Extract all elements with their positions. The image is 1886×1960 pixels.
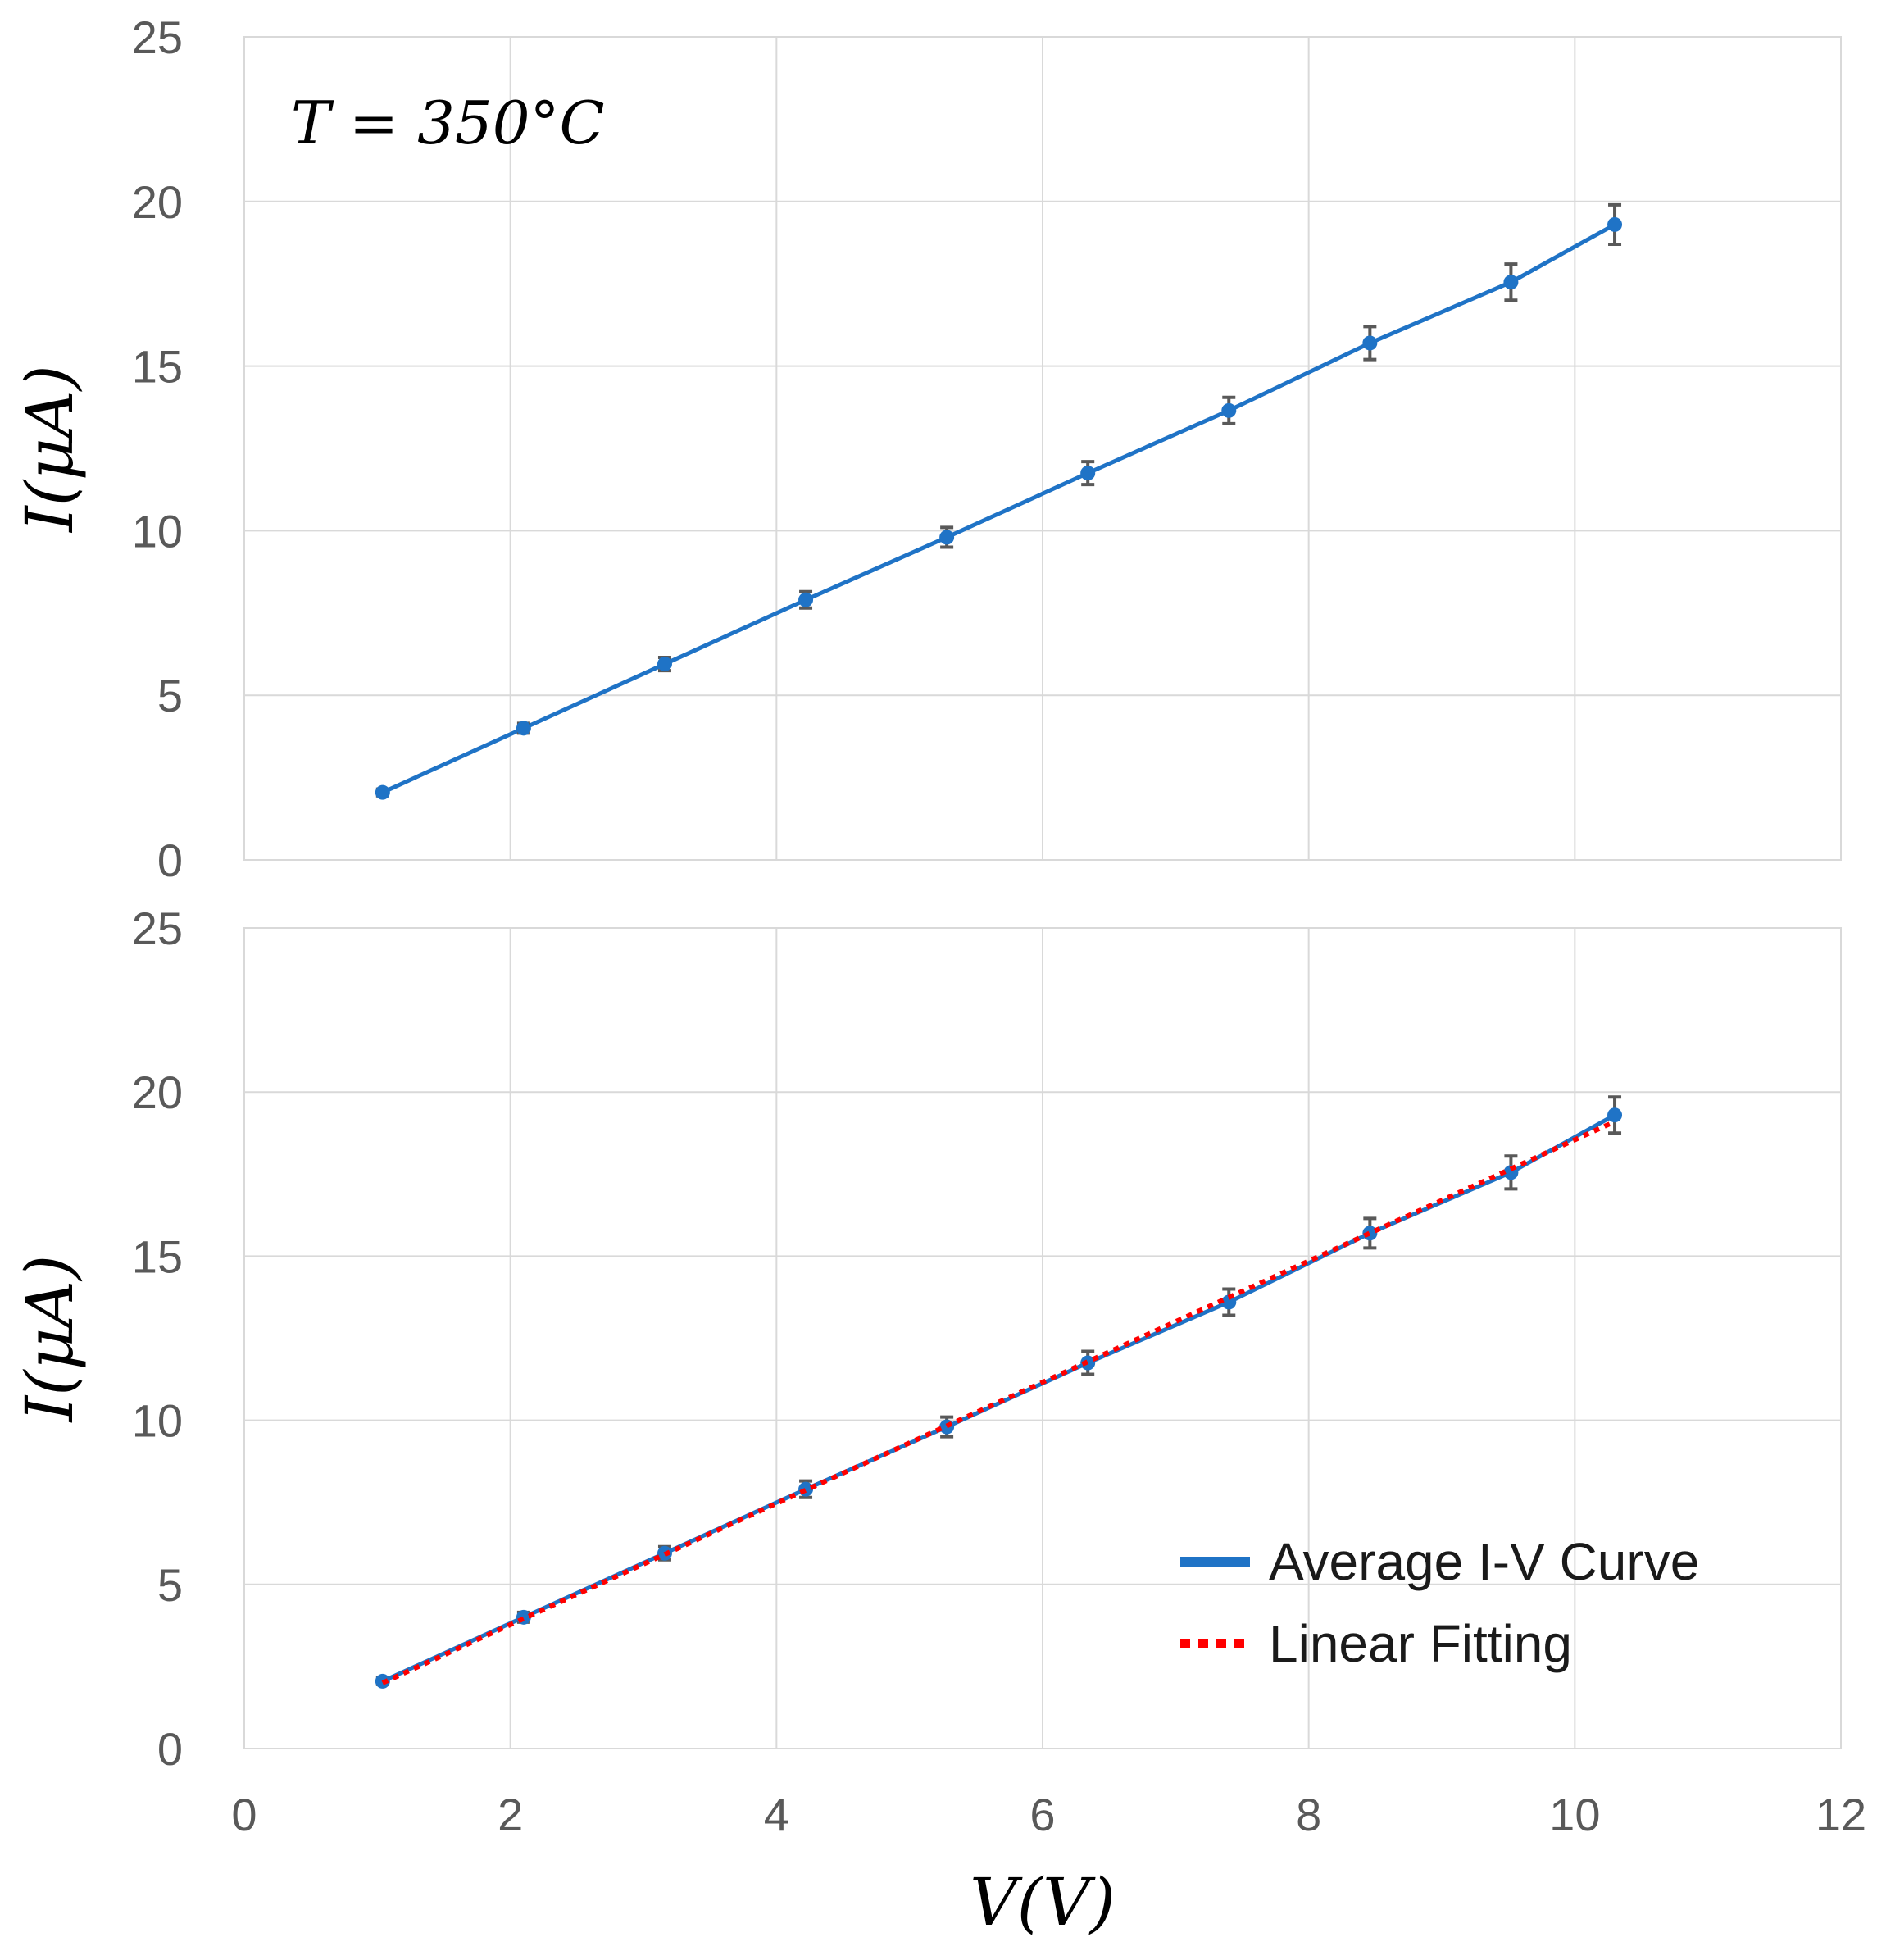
y-tick-label: 5 bbox=[157, 670, 183, 721]
y-tick-label: 25 bbox=[132, 11, 183, 63]
linear-fit-line bbox=[381, 1119, 1616, 1685]
y-tick-label: 5 bbox=[157, 1559, 183, 1611]
chart-panel-bottom: 0 5 10 15 20 25 0 2 4 6 8 10 12 I(μA) V(V) Average I-V … bbox=[11, 903, 1866, 1940]
data-point bbox=[1503, 275, 1519, 290]
y-tick-label: 10 bbox=[132, 505, 183, 557]
data-point bbox=[1080, 466, 1096, 481]
data-point bbox=[1362, 335, 1378, 351]
y-tick-label: 0 bbox=[157, 834, 183, 886]
y-tick-label: 10 bbox=[132, 1395, 183, 1447]
data-point bbox=[798, 1481, 814, 1497]
y-axis-label: I(μA) bbox=[11, 365, 88, 534]
data-point bbox=[939, 530, 955, 545]
chart-panel-top: 0 5 10 15 20 25 I(μA) T = 350°C bbox=[11, 11, 1842, 886]
y-tick-label: 20 bbox=[132, 176, 183, 228]
y-tick-label: 0 bbox=[157, 1723, 183, 1775]
y-tick-label: 25 bbox=[132, 903, 183, 954]
series-average-i-v-curve bbox=[375, 202, 1623, 800]
series-linear-fitting bbox=[381, 1119, 1616, 1685]
temperature-annotation: T = 350°C bbox=[291, 89, 605, 157]
data-point bbox=[1221, 402, 1237, 418]
y-tick-label: 15 bbox=[132, 341, 183, 393]
y-axis-label: I(μA) bbox=[11, 1255, 88, 1424]
x-tick-label: 4 bbox=[764, 1789, 789, 1840]
y-tick-label: 20 bbox=[132, 1066, 183, 1118]
x-tick-label: 12 bbox=[1816, 1789, 1866, 1840]
x-tick-label: 6 bbox=[1029, 1789, 1055, 1840]
x-tick-label: 10 bbox=[1549, 1789, 1600, 1840]
legend-label: Average I-V Curve bbox=[1269, 1532, 1699, 1591]
x-tick-label: 0 bbox=[231, 1789, 257, 1840]
data-point bbox=[1221, 1294, 1237, 1310]
x-tick-label: 8 bbox=[1296, 1789, 1321, 1840]
data-point bbox=[1607, 216, 1623, 232]
y-tick-label: 15 bbox=[132, 1230, 183, 1282]
data-point bbox=[516, 721, 531, 736]
series-line bbox=[381, 222, 1616, 794]
data-point bbox=[798, 592, 814, 607]
data-point bbox=[657, 657, 672, 672]
legend-label: Linear Fitting bbox=[1269, 1614, 1572, 1673]
data-point bbox=[375, 784, 390, 800]
legend: Average I-V Curve Linear Fitting bbox=[1180, 1532, 1699, 1673]
plot-frame bbox=[243, 36, 1842, 861]
plot-frame bbox=[243, 927, 1842, 1749]
data-point bbox=[1607, 1107, 1623, 1123]
x-axis-label: V(V) bbox=[970, 1864, 1116, 1940]
data-point bbox=[939, 1419, 955, 1435]
series-line bbox=[381, 1113, 1616, 1684]
x-tick-label: 2 bbox=[498, 1789, 523, 1840]
data-point bbox=[516, 1609, 531, 1625]
